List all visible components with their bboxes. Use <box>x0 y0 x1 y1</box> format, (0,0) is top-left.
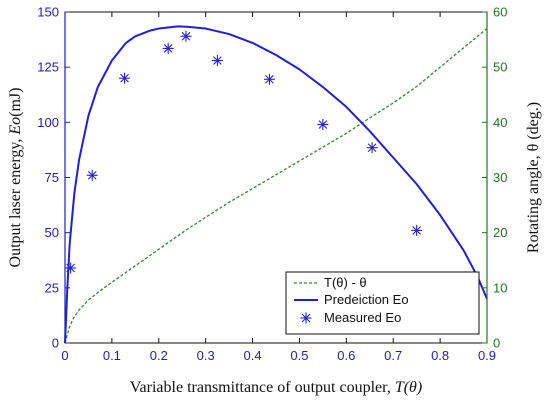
y-left-tick-label: 100 <box>37 115 59 130</box>
x-tick-label: 0.5 <box>290 348 308 363</box>
y-left-tick-label: 25 <box>45 280 59 295</box>
legend-label-angle: T(θ) - θ <box>324 275 367 290</box>
measured-point <box>263 73 275 85</box>
legend: T(θ) - θ Predeiction Eo Measured Eo <box>285 271 480 335</box>
x-tick-label: 0.9 <box>478 348 496 363</box>
x-axis-title: Variable transmittance of output coupler… <box>130 379 422 396</box>
y-right-tick-label: 20 <box>493 225 507 240</box>
measured-point <box>65 262 77 274</box>
measured-point <box>119 72 131 84</box>
x-tick-label: 0.8 <box>431 348 449 363</box>
legend-swatch-measured <box>300 312 312 324</box>
y-right-tick-label: 30 <box>493 170 507 185</box>
y-right-tick-label: 60 <box>493 5 507 20</box>
x-tick-label: 0.6 <box>337 348 355 363</box>
series-prediction-line <box>64 25 488 344</box>
x-tick-label: 0.1 <box>103 348 121 363</box>
y-left-tick-label: 125 <box>37 60 59 75</box>
legend-box <box>285 271 480 335</box>
legend-label-prediction: Predeiction Eo <box>324 292 409 307</box>
y-right-tick-label: 10 <box>493 280 507 295</box>
series-layer <box>64 25 488 344</box>
y-left-tick-label: 0 <box>52 336 59 351</box>
x-axis-title-symbol: T(θ) <box>395 379 422 396</box>
axis-layer: 0 0.1 0.2 0.3 0.4 0.5 0.6 0.7 0.8 0.9025507510012… <box>37 5 507 364</box>
y-left-title-suffix: (mJ) <box>7 88 24 117</box>
y-left-title-prefix: Output laser energy, <box>7 135 24 268</box>
y-right-tick-label: 40 <box>493 115 507 130</box>
measured-point <box>366 142 378 154</box>
y-left-tick-label: 75 <box>45 170 59 185</box>
x-tick-label: 0.7 <box>384 348 402 363</box>
series-measured-markers <box>65 30 472 283</box>
y-right-tick-label: 0 <box>493 336 500 351</box>
measured-point <box>211 55 223 67</box>
x-axis-title-prefix: Variable transmittance of output coupler… <box>130 379 395 396</box>
measured-point <box>180 30 192 42</box>
y-left-tick-label: 150 <box>37 5 59 20</box>
y-left-tick-label: 50 <box>45 225 59 240</box>
series-angle-line <box>64 28 488 344</box>
x-tick-label: 0.3 <box>197 348 215 363</box>
measured-point <box>86 169 98 181</box>
measured-point <box>317 119 329 131</box>
y-right-axis-title: Rotating angle, θ (deg.) <box>525 102 542 253</box>
legend-label-measured: Measured Eo <box>324 310 401 325</box>
y-left-title-symbol: Eo <box>7 117 24 136</box>
y-left-axis-title: Output laser energy, Eo(mJ) <box>7 88 24 268</box>
x-tick-label: 0.2 <box>150 348 168 363</box>
measured-point <box>162 42 174 54</box>
x-tick-label: 0 <box>61 348 68 363</box>
x-tick-label: 0.4 <box>244 348 262 363</box>
y-right-tick-label: 50 <box>493 60 507 75</box>
measured-point <box>411 224 423 236</box>
